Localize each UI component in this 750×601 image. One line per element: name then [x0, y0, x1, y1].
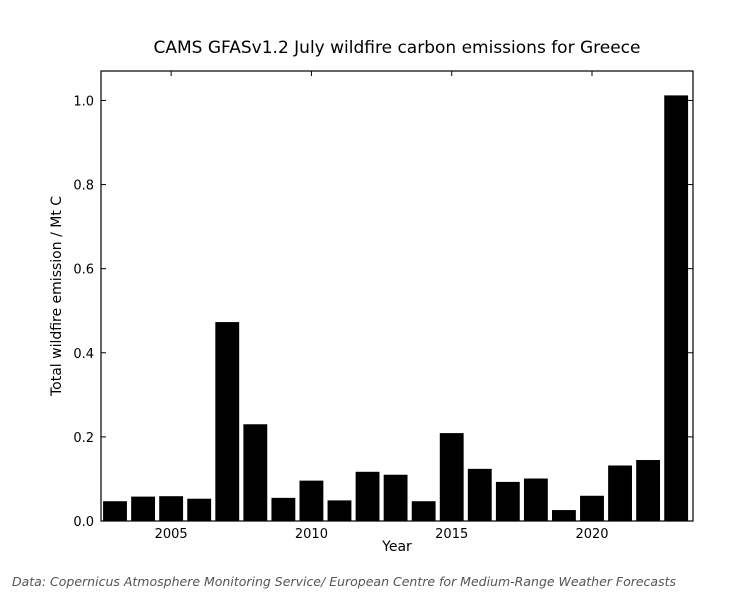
x-tick-label-2015: 2015	[435, 527, 468, 542]
y-tick-label-0.6: 0.6	[73, 263, 94, 278]
bar-2021	[608, 465, 632, 521]
bar-2009	[271, 497, 296, 521]
x-tick-label-2020: 2020	[575, 527, 608, 542]
bar-2020	[580, 495, 604, 521]
y-tick-label-0.4: 0.4	[73, 347, 94, 362]
chart-title: CAMS GFASv1.2 July wildfire carbon emiss…	[153, 38, 640, 58]
bar-2004	[131, 496, 156, 521]
y-tick-label-0.8: 0.8	[73, 179, 94, 194]
y-axis-label: Total wildfire emission / Mt C	[49, 196, 65, 397]
data-source-credit: Data: Copernicus Atmosphere Monitoring S…	[12, 574, 677, 589]
x-axis-ticks: 2005 2010 2015 2020	[155, 71, 609, 542]
bar-2015	[439, 433, 464, 521]
y-tick-label-1.0: 1.0	[73, 94, 94, 109]
bar-2017	[495, 481, 520, 521]
x-tick-label-2010: 2010	[295, 527, 328, 542]
bar-2011	[327, 500, 352, 521]
bar-2012	[355, 471, 380, 521]
bar-2006	[187, 498, 212, 521]
bar-2010	[299, 480, 324, 521]
bar-2018	[523, 478, 548, 521]
bar-2014	[411, 501, 436, 521]
x-tick-label-2005: 2005	[155, 527, 188, 542]
bar-2023	[664, 95, 689, 521]
bar-2019	[552, 510, 576, 521]
x-axis-label: Year	[381, 539, 412, 555]
y-tick-label-0.0: 0.0	[73, 515, 94, 530]
bar-2003	[103, 501, 127, 521]
bars-group	[103, 95, 689, 521]
y-tick-label-0.2: 0.2	[73, 431, 94, 446]
bar-2007	[215, 322, 240, 521]
y-axis-ticks: 0.0 0.2 0.4 0.6 0.8 1.0	[73, 94, 693, 530]
bar-2005	[159, 496, 184, 521]
bar-2013	[383, 474, 408, 521]
bar-2016	[467, 468, 492, 521]
plot-frame	[100, 70, 694, 522]
bar-2022	[636, 460, 661, 521]
bar-2008	[243, 424, 268, 521]
